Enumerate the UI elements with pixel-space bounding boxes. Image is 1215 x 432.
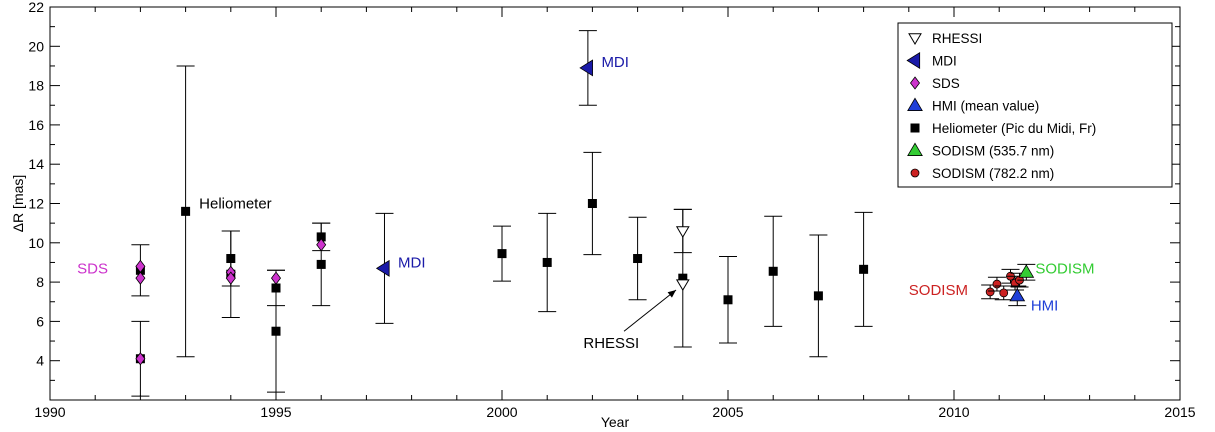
x-tick-label: 2010 [938, 404, 969, 420]
legend-item: SODISM (782.2 nm) [910, 166, 1054, 181]
data-point [316, 232, 326, 242]
legend-label: HMI (mean value) [932, 99, 1039, 114]
data-point [675, 226, 690, 238]
series-mdi [375, 30, 597, 324]
series-sodism_535 [1017, 263, 1036, 281]
data-point [768, 266, 778, 276]
annotation-label: SODISM [1035, 260, 1094, 277]
legend-item: RHESSI [908, 31, 982, 46]
legend-marker [907, 142, 923, 156]
rhessi-arrow [623, 289, 677, 332]
data-point [675, 279, 690, 292]
data-point [375, 259, 390, 277]
data-point [271, 283, 281, 293]
data-point [633, 254, 643, 264]
legend-marker [907, 97, 923, 111]
data-point [316, 259, 326, 269]
data-point [1009, 287, 1026, 302]
data-point [999, 288, 1009, 298]
y-tick-label: 18 [28, 78, 44, 94]
data-point [225, 271, 236, 285]
legend-marker [910, 76, 920, 90]
legend-label: RHESSI [932, 31, 982, 46]
data-point [859, 264, 869, 274]
data-point [135, 271, 146, 285]
y-tick-label: 20 [28, 38, 44, 54]
legend-marker [908, 33, 922, 45]
y-tick-label: 4 [36, 353, 44, 369]
y-tick-label: 8 [36, 274, 44, 290]
annotation-label: HMI [1031, 298, 1059, 315]
legend-item: HMI (mean value) [907, 97, 1039, 114]
x-tick-label: 2005 [712, 404, 743, 420]
legend-label: SDS [932, 76, 960, 91]
legend-item: Heliometer (Pic du Midi, Fr) [910, 121, 1096, 136]
annotation-label: MDI [398, 254, 426, 271]
data-point [542, 257, 552, 267]
legend-label: Heliometer (Pic du Midi, Fr) [932, 121, 1096, 136]
y-tick-label: 22 [28, 0, 44, 15]
legend-label: SODISM (782.2 nm) [932, 166, 1054, 181]
data-point [316, 238, 327, 252]
legend-marker [910, 123, 920, 133]
data-point [723, 295, 733, 305]
legend-marker [910, 168, 920, 178]
legend: RHESSI MDI SDS HMI (mean value) Heliometer (… [897, 22, 1173, 188]
data-point [135, 352, 146, 366]
annotation-label: SDS [77, 260, 108, 277]
data-point [992, 279, 1002, 289]
legend-item: SDS [910, 76, 960, 91]
legend-item: SODISM (535.7 nm) [907, 142, 1054, 159]
data-point [181, 206, 191, 216]
tick-marks [49, 6, 1181, 401]
annotation-label: SODISM [909, 282, 968, 299]
x-tick-label: 2015 [1164, 404, 1195, 420]
data-point [587, 199, 597, 208]
y-tick-label: 12 [28, 196, 44, 212]
y-tick-labels: 4 6 8 10 12 14 16 18 20 22 [28, 0, 44, 369]
y-tick-label: 16 [28, 117, 44, 133]
y-tick-label: 10 [28, 235, 44, 251]
data-point [271, 326, 281, 336]
data-point [813, 291, 823, 301]
legend-label: MDI [932, 54, 957, 69]
x-tick-labels: 1990 1995 2000 2005 2010 2015 [34, 404, 1195, 420]
legend-label: SODISM (535.7 nm) [932, 144, 1054, 159]
y-tick-label: 6 [36, 313, 44, 329]
data-point [497, 249, 507, 259]
x-tick-label: 2000 [486, 404, 517, 420]
x-axis-label: Year [601, 414, 630, 430]
y-axis-label: ΔR [mas] [10, 175, 26, 233]
plot-series [131, 30, 1036, 397]
series-rhessi [673, 208, 692, 292]
series-sds [135, 238, 327, 366]
y-tick-label: 14 [28, 156, 44, 172]
annotation-label: Heliometer [199, 196, 272, 213]
series-heliometer [131, 65, 873, 397]
annotation-label: RHESSI [583, 335, 639, 352]
x-tick-label: 1990 [34, 404, 65, 420]
data-point [678, 273, 688, 283]
data-point [579, 59, 593, 77]
rhessi-arrowhead [667, 289, 677, 298]
series-sodism_782 [981, 268, 1029, 301]
data-point [1018, 264, 1035, 278]
legend-item: MDI [906, 51, 957, 70]
x-tick-label: 1995 [260, 404, 291, 420]
annotations: Heliometer SDS MDI MDI RHESSI SODISM SODISM HMI [77, 54, 1094, 352]
data-point [985, 287, 995, 297]
legend-marker [906, 51, 921, 70]
legend-box [897, 22, 1173, 188]
series-hmi [1008, 285, 1027, 307]
annotation-label: MDI [601, 54, 629, 71]
data-point [271, 271, 281, 285]
